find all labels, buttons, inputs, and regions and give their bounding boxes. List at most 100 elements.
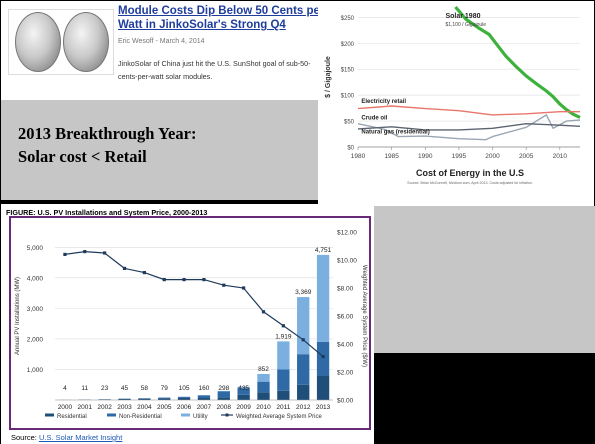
gray-block: [374, 206, 595, 353]
bar-utility-2008: [217, 390, 230, 392]
bar-utility-2011: [277, 341, 290, 370]
x-tick-label: 2010: [553, 153, 568, 160]
bar-non-residential-2013: [316, 341, 330, 376]
bar-total-label: 79: [161, 385, 169, 392]
bar-total-label: 23: [101, 385, 109, 392]
price-point: [142, 271, 146, 275]
callout-line-2: Solar cost < Retail: [18, 147, 147, 166]
bar-residential-2005: [158, 398, 171, 400]
x-tick-label: 1990: [418, 153, 433, 160]
y2-tick-label: $8.00: [337, 286, 354, 293]
bar-total-label: 3,369: [295, 289, 312, 296]
price-point: [103, 251, 107, 255]
bar-total-label: 852: [258, 366, 269, 373]
bar-residential-2009: [237, 394, 250, 400]
bar-residential-2002: [98, 399, 111, 400]
bar-total-label: 160: [198, 385, 209, 392]
x-tick-label: 2004: [137, 404, 152, 411]
price-point: [122, 266, 127, 270]
y2-tick-label: $0.00: [337, 398, 354, 405]
article-summary: JinkoSolar of China just hit the U.S. Su…: [118, 59, 311, 81]
callout-line-1: 2013 Breakthrough Year:: [18, 124, 197, 143]
bar-residential-2006: [177, 397, 191, 400]
x-tick-label: 1985: [384, 153, 399, 160]
price-point: [63, 252, 67, 256]
coin-eagle-icon: [15, 12, 61, 72]
bar-total-label: 4: [63, 385, 67, 392]
y-axis-label: $ / Gigajoule: [325, 56, 332, 98]
coins-image: [8, 9, 114, 75]
x-tick-label: 2005: [157, 404, 172, 411]
bar-total-label: 11: [81, 385, 88, 392]
source-line: Source: U.S. Solar Market Insight: [11, 433, 122, 442]
y2-tick-label: $6.00: [337, 314, 354, 321]
series-line-electricity: [357, 105, 580, 116]
bar-utility-2012: [297, 297, 310, 355]
series-line-natural: [357, 122, 581, 131]
source-link[interactable]: U.S. Solar Market Insight: [38, 433, 123, 442]
x-tick-label: 2003: [117, 404, 132, 411]
bar-residential-2003: [118, 398, 131, 400]
bar-total-label: 435: [238, 385, 249, 392]
x-tick-label: 2010: [256, 404, 271, 411]
y-tick-label: 4,000: [27, 275, 44, 282]
x-tick-label: 2000: [485, 153, 500, 160]
price-point: [222, 283, 226, 287]
y-tick-label: 5,000: [27, 245, 44, 252]
series-label: Crude oil: [361, 116, 387, 122]
y-tick-label: 2,000: [27, 336, 44, 343]
y2-tick-label: $12.00: [337, 230, 357, 237]
x-tick-label: 1980: [351, 153, 366, 160]
price-point: [242, 286, 246, 290]
figure-caption: FIGURE: U.S. PV Installations and System…: [6, 208, 208, 217]
bar-non-residential-2011: [277, 369, 290, 391]
y-tick-label: $250: [341, 16, 355, 22]
chart-title: Cost of Energy in the U.S: [416, 168, 524, 178]
pv-installations-chart: 1,000 2,000 3,000 4,000 5,000 $0.00 $2.00 $4.00…: [15, 230, 367, 421]
bar-residential-2012: [297, 384, 310, 400]
legend-swatch: [45, 413, 54, 417]
x-tick-label: 2001: [78, 404, 93, 411]
pv-chart-panel: 1,000 2,000 3,000 4,000 5,000 $0.00 $2.00 $4.00…: [1, 204, 374, 444]
bar-non-residential-2007: [197, 395, 211, 399]
series-label: Natural gas (residential): [361, 130, 429, 136]
bar-total-label: 105: [179, 385, 190, 392]
chart-footnote: Source: Brian McConnell, Medium.com, Apr…: [407, 181, 533, 185]
legend-line-marker: [225, 413, 229, 417]
legend-label: Residential: [57, 414, 87, 420]
bar-residential-2007: [197, 398, 211, 400]
x-tick-label: 2002: [97, 404, 112, 411]
annotation-title: Solar 1980: [445, 13, 480, 20]
bar-total-label: 45: [121, 385, 129, 392]
y2-tick-label: $2.00: [337, 370, 354, 377]
pv-chart-frame: 1,000 2,000 3,000 4,000 5,000 $0.00 $2.00 $4.00…: [9, 216, 371, 430]
y-tick-label: $200: [341, 42, 355, 48]
annotation-subtext: $1,100 / Gigajoule: [445, 22, 486, 28]
x-tick-label: 2000: [58, 404, 73, 411]
legend-swatch: [107, 413, 116, 417]
energy-cost-chart: $0 $50 $100 $150 $200 $250 1980 1985 1990 1995 200…: [325, 5, 581, 185]
y-axis-label: Annual PV Installations (MW): [15, 277, 21, 355]
bar-non-residential-2008: [217, 391, 230, 398]
bar-residential-2004: [138, 398, 151, 400]
bar-residential-2010: [257, 392, 270, 400]
x-tick-label: 2013: [316, 404, 331, 411]
article-card: Module Costs Dip Below 50 Cents per Watt…: [1, 1, 334, 100]
legend-swatch: [181, 413, 190, 417]
price-point: [182, 278, 186, 282]
bar-non-residential-2009: [237, 388, 250, 395]
price-point: [162, 278, 166, 282]
source-prefix: Source:: [11, 433, 39, 442]
x-tick-label: 1995: [452, 153, 467, 160]
bar-residential-2011: [277, 390, 290, 400]
price-point: [321, 355, 325, 359]
price-point: [281, 324, 285, 328]
bar-residential-2013: [316, 375, 330, 400]
x-tick-label: 2012: [296, 404, 311, 411]
y2-axis-label: Weighted Average System Price ($/W): [361, 265, 367, 367]
bar-utility-2009: [237, 386, 250, 389]
article-title[interactable]: Module Costs Dip Below 50 Cents per Watt…: [118, 5, 325, 31]
x-tick-label: 2009: [236, 404, 251, 411]
price-point: [301, 338, 305, 342]
bar-non-residential-2006: [177, 396, 191, 398]
